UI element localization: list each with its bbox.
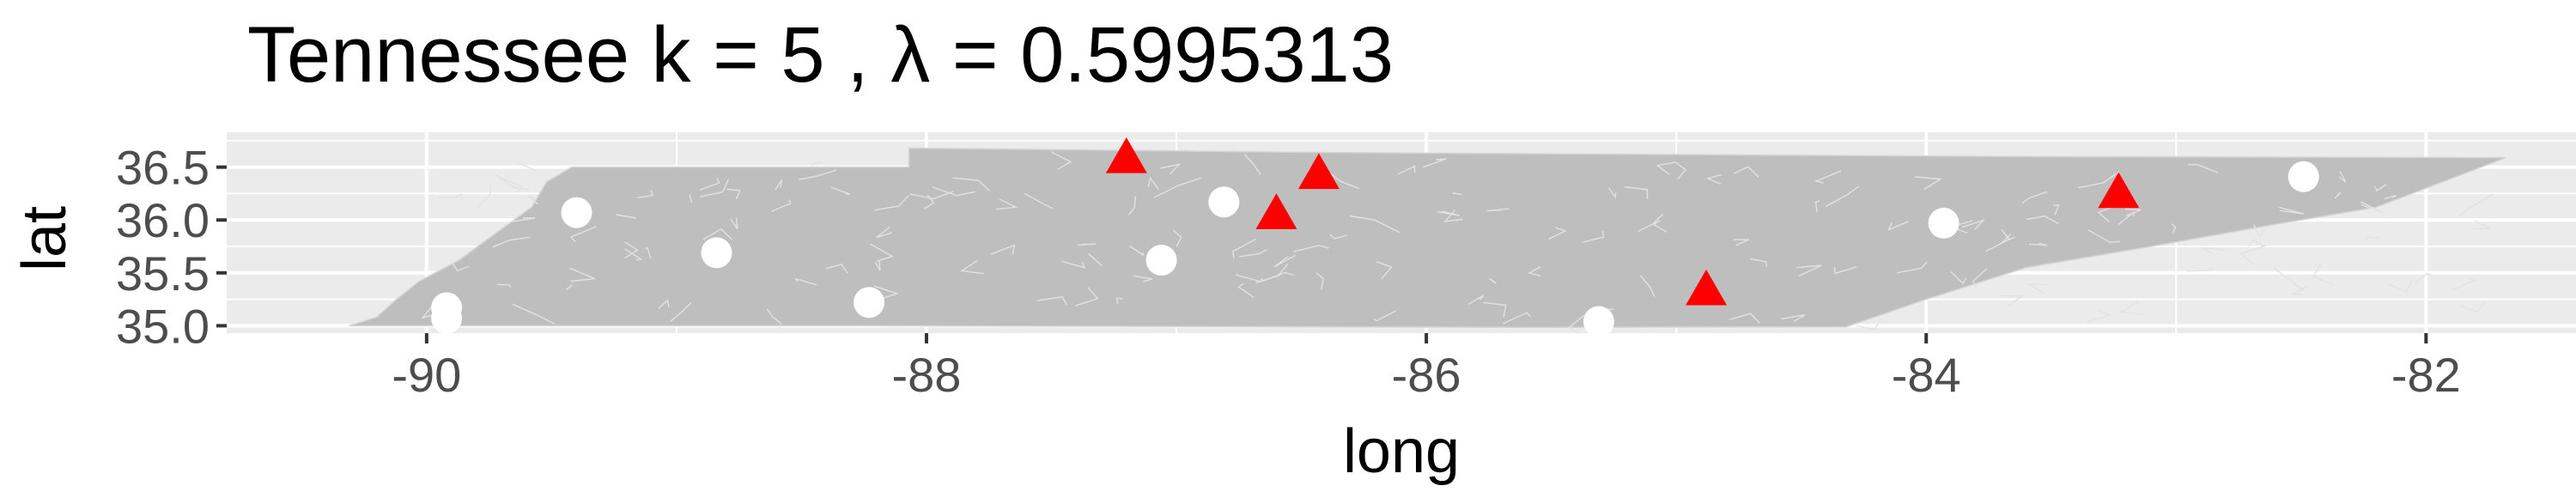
white-circle-point (1145, 245, 1177, 276)
white-circle-point (1208, 186, 1240, 218)
white-circle-point (2287, 161, 2319, 192)
white-circle-point (431, 302, 463, 334)
data-points (431, 137, 2319, 337)
x-tick-label: -90 (392, 348, 461, 402)
y-axis-ticks: 35.035.536.036.5 (116, 141, 227, 353)
state-map (349, 147, 2506, 333)
x-tick-label: -84 (1892, 348, 1961, 402)
y-axis-label: lat (10, 206, 79, 271)
y-tick-label: 35.0 (116, 299, 210, 353)
y-tick-label: 36.0 (116, 193, 210, 247)
red-triangle-point (1105, 137, 1147, 173)
white-circle-point (561, 197, 592, 228)
red-triangle-point (1686, 269, 1728, 306)
x-tick-label: -86 (1392, 348, 1461, 402)
red-triangle-point (1255, 193, 1297, 229)
x-tick-label: -82 (2391, 348, 2461, 402)
x-axis-label: long (1343, 417, 1460, 486)
chart-title: Tennessee k = 5 , λ = 0.5995313 (247, 11, 1394, 99)
red-triangle-point (1297, 153, 1340, 190)
white-circle-point (701, 237, 732, 269)
white-circle-point (1583, 306, 1614, 337)
state-outline (349, 147, 2506, 328)
x-tick-label: -88 (892, 348, 962, 402)
y-tick-label: 36.5 (116, 141, 210, 195)
white-circle-point (1928, 207, 1959, 239)
y-tick-label: 35.5 (116, 246, 210, 301)
white-circle-point (854, 287, 885, 319)
red-triangle-point (2098, 172, 2140, 209)
x-axis-ticks: -90 -88 -86 -84 -82 (392, 333, 2461, 402)
